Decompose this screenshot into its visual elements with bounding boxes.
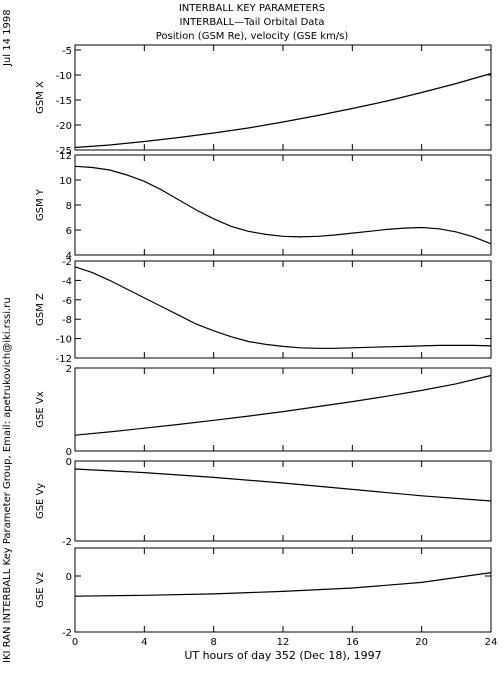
y-tick-label: -6 [62, 296, 72, 307]
y-tick-label: 6 [66, 226, 72, 237]
panel-3: 0 2 GSE Vx [35, 364, 492, 458]
x-tick-label: 4 [141, 637, 147, 648]
series-line-gse-vx [74, 374, 492, 436]
panel-frame [74, 154, 492, 256]
y-axis-label: GSM Z [35, 293, 46, 326]
x-tick-label: 20 [415, 637, 428, 648]
y-tick-label: 10 [59, 176, 72, 187]
y-tick-label: -2 [62, 537, 72, 548]
chart-title: INTERBALL KEY PARAMETERS [178, 3, 326, 14]
panel-frame [74, 367, 492, 452]
x-axis-label: UT hours of day 352 (Dec 18), 1997 [184, 649, 381, 662]
series-line-gse-vz [74, 572, 492, 597]
y-axis-label: GSE Vx [35, 391, 46, 427]
y-tick-label: -4 [62, 276, 72, 287]
y-tick-label: -8 [62, 315, 72, 326]
y-tick-label: 12 [59, 151, 72, 162]
x-tick-label: 24 [485, 637, 498, 648]
y-tick-label: 0 [66, 457, 72, 468]
x-tick-label: 0 [72, 637, 78, 648]
x-axis: UT hours of day 352 (Dec 18), 1997 0 4 8 12… [72, 637, 498, 662]
y-tick-label: 0 [66, 572, 72, 583]
y-tick-label: -2 [62, 257, 72, 268]
y-tick-label: -10 [56, 71, 72, 82]
x-tick-label: 16 [346, 637, 359, 648]
panel-frame [74, 44, 492, 151]
panel-4: -2 0 GSE Vy [35, 457, 492, 548]
x-tick-label: 12 [277, 637, 290, 648]
series-line-gsm-z [74, 266, 492, 349]
y-tick-label: 2 [66, 364, 72, 375]
y-tick-label: 8 [66, 201, 72, 212]
y-tick-label: -25 [56, 146, 72, 157]
panel-frame [74, 547, 492, 633]
y-tick-label: -2 [62, 628, 72, 639]
panel-0: -25 -20 -15 -10 -5 GSM X [35, 44, 492, 157]
panel-2: -12 -10 -8 -6 -4 -2 GSM Z [35, 257, 492, 365]
y-axis-label: GSE Vy [35, 483, 46, 519]
y-tick-label: 0 [66, 447, 72, 458]
panel-frame [74, 260, 492, 359]
y-axis-label: GSM Y [35, 188, 46, 221]
panel-1: 4 6 8 10 12 GSM Y [35, 151, 492, 262]
series-line-gsm-x [74, 72, 492, 149]
x-tick-label: 8 [210, 637, 216, 648]
series-line-gsm-y [74, 165, 492, 245]
y-tick-label: -12 [56, 354, 72, 365]
y-tick-label: -15 [56, 96, 72, 107]
panel-5: -2 0 GSE Vz [35, 547, 492, 639]
y-tick-label: -5 [62, 46, 72, 57]
y-tick-label: 4 [66, 251, 72, 262]
chart-subtitle-units: Position (GSM Re), velocity (GSE km/s) [155, 31, 349, 42]
series-line-gse-vy [74, 468, 492, 502]
y-axis-label: GSE Vz [35, 572, 46, 608]
chart-subtitle: INTERBALL—Tail Orbital Data [179, 17, 325, 28]
panel-frame [74, 460, 492, 542]
y-tick-label: -10 [56, 335, 72, 346]
y-axis-label: GSM X [35, 81, 46, 114]
y-tick-label: -20 [56, 121, 72, 132]
